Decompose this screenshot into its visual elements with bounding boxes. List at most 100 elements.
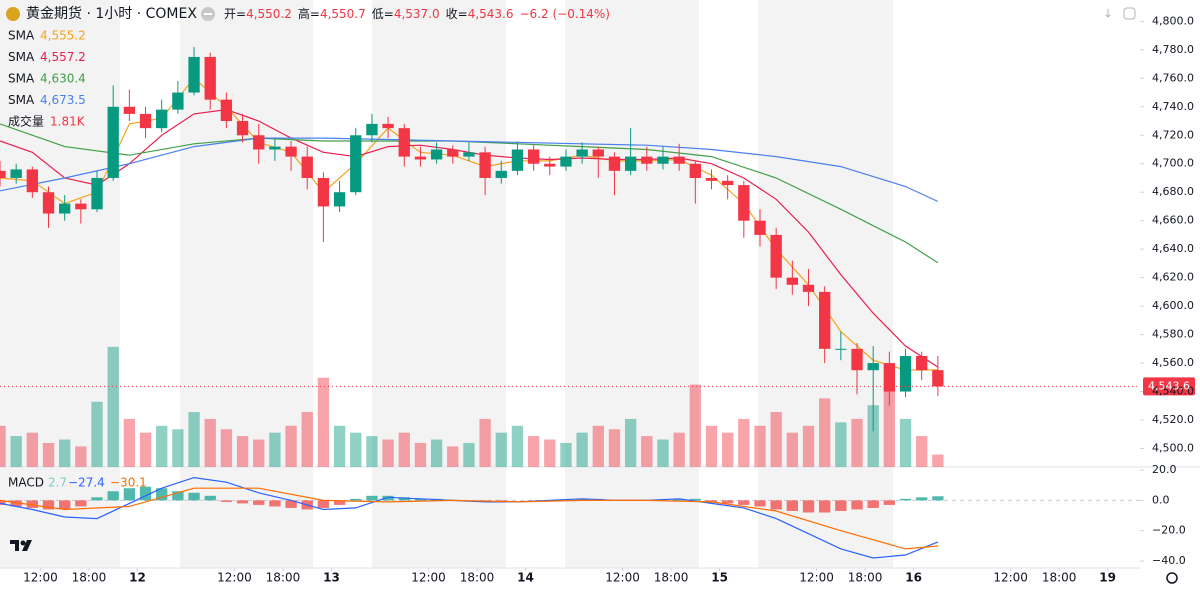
candle-body (91, 177, 103, 210)
macd-histogram-bar (722, 500, 734, 504)
volume-bar (301, 412, 313, 467)
ohlc-value: 4,537.0 (394, 7, 440, 21)
y-tick-label: 4,700.0 (1152, 157, 1194, 170)
volume-bar (673, 432, 685, 467)
y-tick-label: 4,680.0 (1152, 185, 1194, 198)
volume-bar (139, 432, 152, 467)
volume-bar (883, 384, 896, 467)
macd-legend-macd: −27.4 (68, 476, 105, 490)
macd-histogram-bar (107, 491, 119, 501)
volume-bar (738, 418, 750, 467)
signal-line (0, 487, 938, 550)
macd-histogram-bar (91, 497, 103, 501)
candle-body (592, 149, 604, 157)
candle-body (544, 163, 556, 167)
macd-histogram-bar (689, 498, 701, 501)
x-tick-label: 19 (1099, 571, 1116, 585)
macd-histogram-bar (819, 500, 831, 513)
macd-histogram-bar (10, 500, 22, 507)
macd-histogram-bar (317, 500, 330, 508)
candle-body (236, 121, 249, 136)
candle-body (899, 355, 912, 392)
download-icon[interactable]: ↓ (1103, 7, 1113, 21)
x-tick-label: 18:00 (266, 571, 301, 585)
y-tick-label: 4,660.0 (1152, 214, 1194, 227)
y-tick-label: 4,780.0 (1152, 43, 1194, 56)
x-tick-label: 18:00 (72, 571, 107, 585)
candle-body (430, 149, 443, 160)
volume-bar (754, 425, 766, 467)
volume-bar (899, 418, 912, 467)
macd-histogram-bar (835, 500, 847, 511)
volume-legend-value: 1.81K (50, 115, 86, 129)
volume-bar (204, 418, 216, 467)
macd-legend-hist: 2.7 (48, 476, 67, 490)
volume-bar (560, 442, 572, 467)
candle-body (608, 156, 621, 171)
legend-name: SMA (8, 93, 35, 107)
candle-body (172, 92, 184, 110)
ohlc-values: 开=4,550.2 高=4,550.7 低=4,537.0 收=4,543.6 −6.2… (224, 6, 610, 21)
x-tick-label: 12 (129, 571, 146, 585)
macd-histogram-bar (899, 498, 912, 501)
sma-line (0, 137, 939, 203)
ohlc-value: 4,543.6 (468, 7, 514, 21)
macd-histogram-bar (26, 500, 38, 508)
x-tick-label: 13 (323, 571, 340, 585)
volume-bar (511, 425, 524, 467)
volume-bar (689, 384, 701, 467)
volume-bar (42, 442, 55, 467)
macd-histogram-bar (139, 486, 152, 501)
header: 黄金期货 · 1小时 · COMEX 开=4,550.2 高=4,550.7 低=4… (6, 5, 1136, 22)
y-tick-label: 4,600.0 (1152, 299, 1194, 312)
candle-body (59, 203, 71, 214)
macd-histogram-bar (59, 500, 71, 510)
macd-histogram-bar (220, 500, 233, 502)
symbol-icon (6, 7, 20, 21)
candle-body (657, 156, 669, 164)
x-tick-label: 12:00 (217, 571, 252, 585)
y-tick-label: 4,640.0 (1152, 242, 1194, 255)
macd-histogram-bar (754, 500, 766, 507)
x-tick-label: 12:00 (605, 571, 640, 585)
volume-bar (495, 432, 507, 467)
x-tick-label: 18:00 (1042, 571, 1077, 585)
volume-bar (463, 442, 475, 467)
candle-body (835, 348, 847, 350)
y-tick-label: 4,620.0 (1152, 271, 1194, 284)
volume-bar (91, 401, 103, 467)
sma-line (0, 123, 939, 264)
candle-body (123, 106, 136, 114)
last-price-label: 4,543.6 (1148, 379, 1190, 392)
volume-bar (786, 432, 798, 467)
candle-body (786, 277, 798, 285)
legend-value: 4,630.4 (40, 72, 86, 86)
volume-bar (479, 418, 491, 467)
macd-histogram-bar (366, 495, 378, 501)
ohlc-key: 高= (298, 6, 320, 21)
fullscreen-icon[interactable] (1123, 7, 1136, 20)
y-tick-label: 4,800.0 (1152, 14, 1194, 27)
legend: SMA 4,555.2 SMA 4,557.2 SMA 4,630.4 SMA 4,673.5… (8, 29, 147, 490)
session-band (0, 0, 120, 568)
volume-bar (608, 429, 621, 467)
candle-body (139, 113, 152, 129)
chart-title: 黄金期货 · 1小时 · COMEX (26, 5, 197, 22)
volume-bar (107, 346, 119, 467)
candle-body (689, 163, 701, 178)
volume-bar (624, 418, 637, 467)
volume-bar (172, 429, 184, 467)
macd-y-tick-label: 0.0 (1152, 493, 1170, 506)
volume-bar (819, 398, 831, 467)
y-tick-label: 4,520.0 (1152, 413, 1194, 426)
volume-bar (382, 439, 394, 467)
macd-histogram-bar (916, 497, 928, 501)
volume-bar (770, 412, 782, 467)
y-tick-label: 4,560.0 (1152, 356, 1194, 369)
settings-icon[interactable] (1166, 572, 1178, 584)
candle-body (0, 170, 6, 178)
candle-body (156, 109, 168, 129)
candle-body (253, 135, 265, 150)
candle-body (819, 291, 831, 349)
